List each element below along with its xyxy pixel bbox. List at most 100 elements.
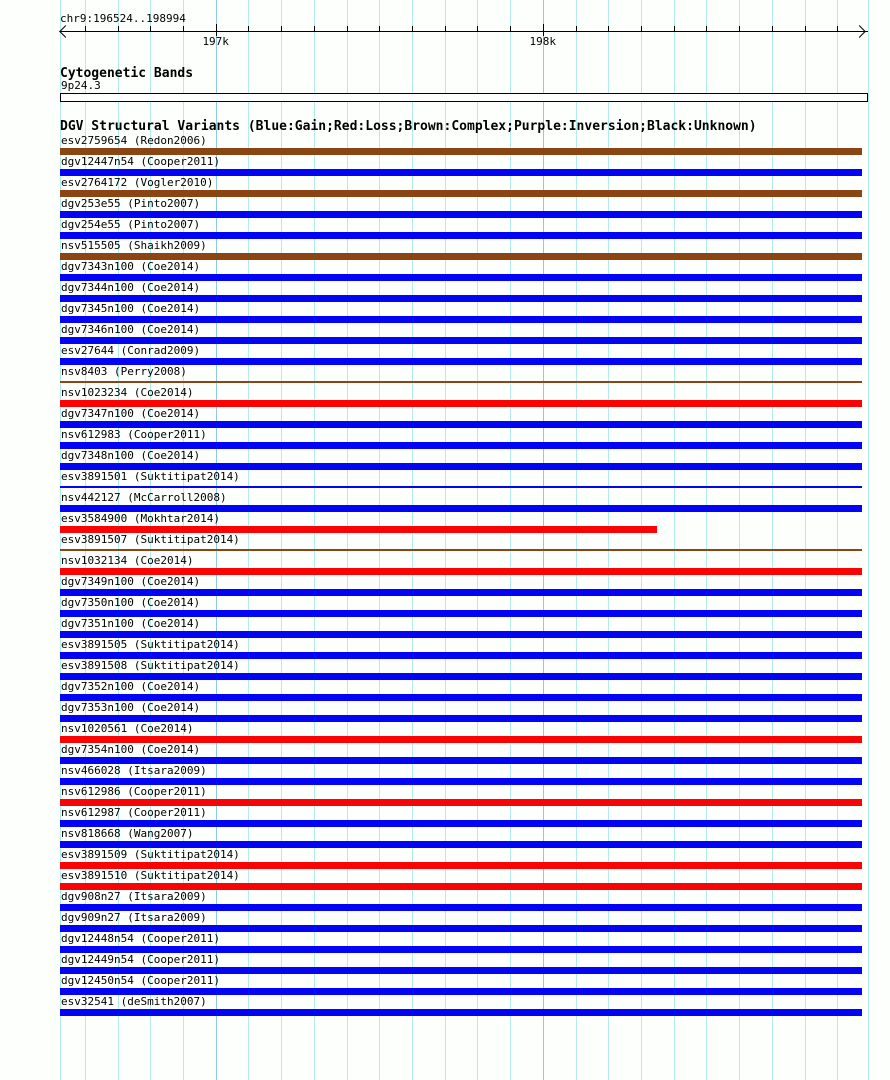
variant-label: esv3584900 (Mokhtar2014)	[61, 512, 220, 525]
ruler-tick	[444, 26, 446, 31]
variant-bar-gain[interactable]	[60, 988, 862, 995]
variant-bar-gain[interactable]	[60, 337, 862, 344]
variant-label: esv3891509 (Suktitipat2014)	[61, 848, 240, 861]
variant-bar-gain[interactable]	[60, 715, 862, 722]
variant-row: dgv7350n100 (Coe2014)	[0, 596, 890, 617]
variant-bar-gain[interactable]	[60, 925, 862, 932]
variant-label: dgv908n27 (Itsara2009)	[61, 890, 207, 903]
variant-bar-loss[interactable]	[60, 862, 862, 869]
variant-bar-gain[interactable]	[60, 505, 862, 512]
variant-row: dgv7345n100 (Coe2014)	[0, 302, 890, 323]
ruler-tick	[313, 26, 315, 31]
variant-label: nsv442127 (McCarroll2008)	[61, 491, 227, 504]
variant-label: dgv254e55 (Pinto2007)	[61, 218, 201, 231]
cytoband-glyph[interactable]	[60, 93, 868, 102]
variant-bar-gain[interactable]	[60, 967, 862, 974]
ruler-tick	[150, 26, 152, 31]
variant-label: dgv909n27 (Itsara2009)	[61, 911, 207, 924]
variant-bar-gain[interactable]	[60, 1009, 862, 1016]
minor-gridline	[183, 0, 184, 1080]
variant-row: nsv1020561 (Coe2014)	[0, 722, 890, 743]
variant-bar-complex[interactable]	[60, 549, 862, 551]
variant-bar-gain[interactable]	[60, 211, 862, 218]
variant-row: dgv7343n100 (Coe2014)	[0, 260, 890, 281]
variant-bar-gain[interactable]	[60, 904, 862, 911]
variant-bar-gain[interactable]	[60, 295, 862, 302]
ruler-tick	[542, 24, 544, 36]
ruler-tick	[804, 26, 806, 31]
variant-bar-gain[interactable]	[60, 316, 862, 323]
ruler-tick	[379, 26, 381, 31]
variant-row: esv27644 (Conrad2009)	[0, 344, 890, 365]
ruler-tick	[477, 26, 479, 31]
variant-row: nsv612983 (Cooper2011)	[0, 428, 890, 449]
variant-row: dgv7347n100 (Coe2014)	[0, 407, 890, 428]
ruler-tick	[837, 26, 839, 31]
minor-gridline	[706, 0, 708, 1080]
variant-bar-loss[interactable]	[60, 568, 862, 575]
variant-bar-loss[interactable]	[60, 736, 862, 743]
dgv-track-title: DGV Structural Variants (Blue:Gain;Red:L…	[60, 119, 757, 134]
variant-bar-gain[interactable]	[60, 274, 862, 281]
minor-gridline	[150, 0, 152, 1080]
variant-bar-gain[interactable]	[60, 757, 862, 764]
variant-row: dgv7344n100 (Coe2014)	[0, 281, 890, 302]
variant-label: dgv7346n100 (Coe2014)	[61, 323, 201, 336]
variant-bar-gain[interactable]	[60, 589, 862, 596]
variant-bar-complex[interactable]	[60, 381, 862, 383]
variant-bar-complex[interactable]	[60, 253, 862, 260]
variant-bar-gain[interactable]	[60, 694, 862, 701]
variant-bar-gain[interactable]	[60, 631, 862, 638]
variant-bar-gain[interactable]	[60, 946, 862, 953]
minor-gridline	[313, 0, 315, 1080]
variant-bar-complex[interactable]	[60, 148, 862, 155]
variant-bar-gain[interactable]	[60, 232, 862, 239]
variant-label: dgv7350n100 (Coe2014)	[61, 596, 201, 609]
variant-label: dgv7344n100 (Coe2014)	[61, 281, 201, 294]
variant-row: dgv7348n100 (Coe2014)	[0, 449, 890, 470]
variant-bar-gain[interactable]	[60, 820, 862, 827]
variant-label: esv3891501 (Suktitipat2014)	[61, 470, 240, 483]
variant-bar-gain[interactable]	[60, 778, 862, 785]
variant-label: nsv818668 (Wang2007)	[61, 827, 194, 840]
minor-gridline	[248, 0, 250, 1080]
variant-bar-gain[interactable]	[60, 358, 862, 365]
minor-gridline	[804, 0, 806, 1080]
variant-row: nsv515505 (Shaikh2009)	[0, 239, 890, 260]
variant-bar-loss[interactable]	[60, 526, 657, 533]
minor-gridline	[739, 0, 741, 1080]
variant-bar-loss[interactable]	[60, 400, 862, 407]
variant-label: dgv253e55 (Pinto2007)	[61, 197, 201, 210]
variant-bar-gain[interactable]	[60, 442, 862, 449]
variant-bar-gain[interactable]	[60, 610, 862, 617]
minor-gridline	[837, 0, 839, 1080]
major-gridline	[215, 0, 217, 1080]
ruler-tick	[117, 26, 119, 31]
cytogenetic-title: Cytogenetic Bands	[60, 66, 194, 81]
variant-bar-gain[interactable]	[60, 463, 862, 470]
variant-row: nsv442127 (McCarroll2008)	[0, 491, 890, 512]
variant-bar-gain[interactable]	[60, 486, 862, 488]
variant-bar-complex[interactable]	[60, 190, 862, 197]
variant-row: dgv7346n100 (Coe2014)	[0, 323, 890, 344]
variant-bar-gain[interactable]	[60, 673, 862, 680]
minor-gridline	[608, 0, 610, 1080]
variant-bar-gain[interactable]	[60, 652, 862, 659]
variant-row: nsv612986 (Cooper2011)	[0, 785, 890, 806]
variant-bar-loss[interactable]	[60, 883, 862, 890]
variant-row: dgv254e55 (Pinto2007)	[0, 218, 890, 239]
variant-bar-gain[interactable]	[60, 421, 862, 428]
variant-bar-gain[interactable]	[60, 169, 862, 176]
variant-row: dgv908n27 (Itsara2009)	[0, 890, 890, 911]
variant-row: dgv7354n100 (Coe2014)	[0, 743, 890, 764]
variant-bar-loss[interactable]	[60, 799, 862, 806]
ruler-tick	[248, 26, 250, 31]
variant-bar-gain[interactable]	[60, 841, 862, 848]
variant-row: esv3584900 (Mokhtar2014)	[0, 512, 890, 533]
variant-label: esv27644 (Conrad2009)	[61, 344, 201, 357]
variant-row: nsv818668 (Wang2007)	[0, 827, 890, 848]
variant-label: nsv515505 (Shaikh2009)	[61, 239, 207, 252]
variant-row: esv3891501 (Suktitipat2014)	[0, 470, 890, 491]
minor-gridline	[444, 0, 446, 1080]
